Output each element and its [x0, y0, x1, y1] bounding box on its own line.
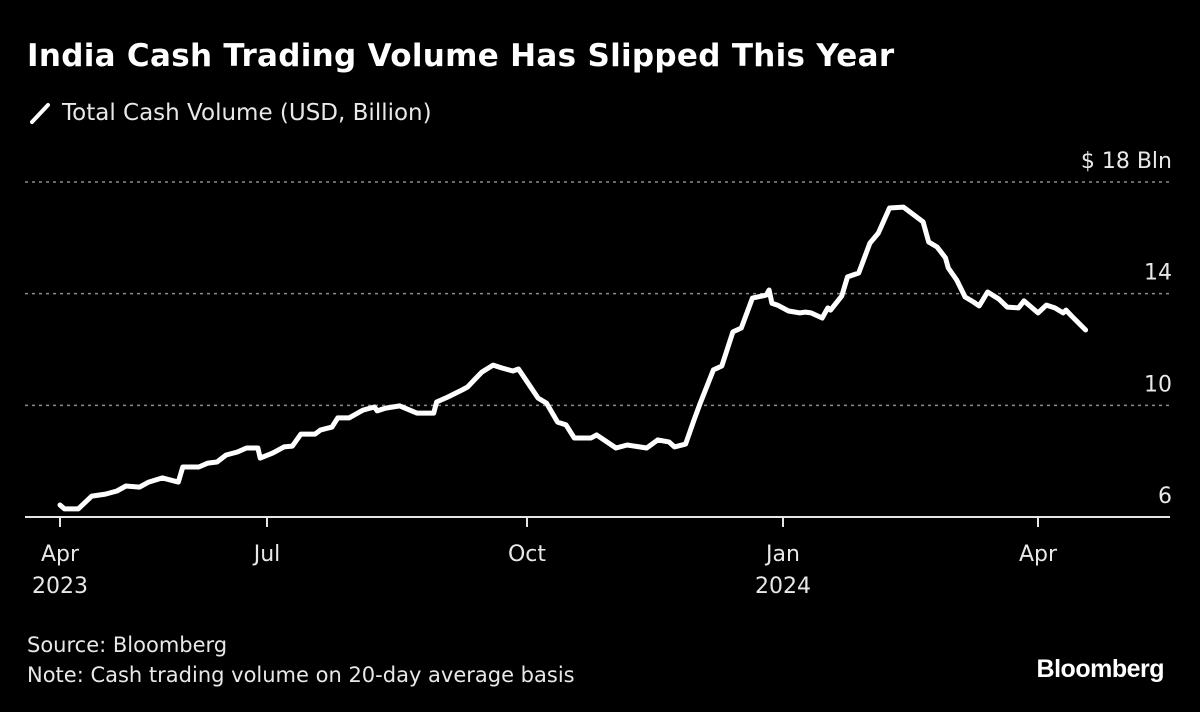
x-tick-year-label: 2024 — [755, 574, 811, 599]
footnote: Note: Cash trading volume on 20-day aver… — [27, 663, 575, 687]
series-line — [57, 204, 1089, 512]
x-tick-label: Apr — [1019, 542, 1058, 567]
legend: Total Cash Volume (USD, Billion) — [28, 100, 432, 126]
x-tick-label: Apr — [41, 542, 80, 567]
slash-line-icon — [30, 103, 50, 124]
y-tick-label: 10 — [1144, 372, 1172, 397]
y-tick-label: $ 18 Bln — [1081, 149, 1172, 174]
legend-label: Total Cash Volume (USD, Billion) — [62, 100, 432, 126]
x-tick-label: Jul — [252, 542, 281, 567]
source-note: Source: Bloomberg — [27, 633, 228, 657]
x-tick-year-label: 2023 — [32, 574, 88, 599]
x-tick-label: Oct — [508, 542, 546, 567]
y-tick-label: 6 — [1158, 484, 1172, 509]
y-tick-label: 14 — [1144, 261, 1172, 286]
bloomberg-logo: Bloomberg — [1036, 655, 1165, 683]
chart-title: India Cash Trading Volume Has Slipped Th… — [27, 38, 895, 74]
x-tick-label: Jan — [764, 542, 800, 567]
